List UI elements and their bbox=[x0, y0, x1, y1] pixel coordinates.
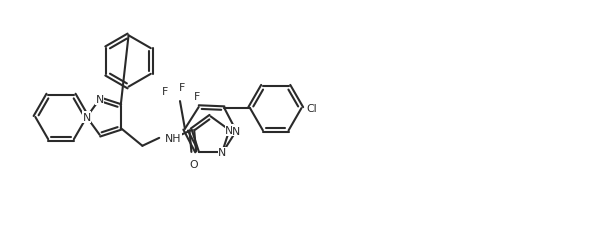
Text: N: N bbox=[95, 95, 104, 105]
Text: F: F bbox=[194, 92, 200, 102]
Text: N: N bbox=[218, 147, 226, 157]
Text: F: F bbox=[162, 87, 168, 97]
Text: F: F bbox=[179, 83, 185, 93]
Text: O: O bbox=[190, 159, 198, 169]
Text: N: N bbox=[232, 126, 240, 136]
Text: NH: NH bbox=[165, 133, 182, 143]
Text: N: N bbox=[83, 112, 91, 123]
Text: Cl: Cl bbox=[306, 104, 317, 114]
Text: N: N bbox=[225, 125, 233, 135]
